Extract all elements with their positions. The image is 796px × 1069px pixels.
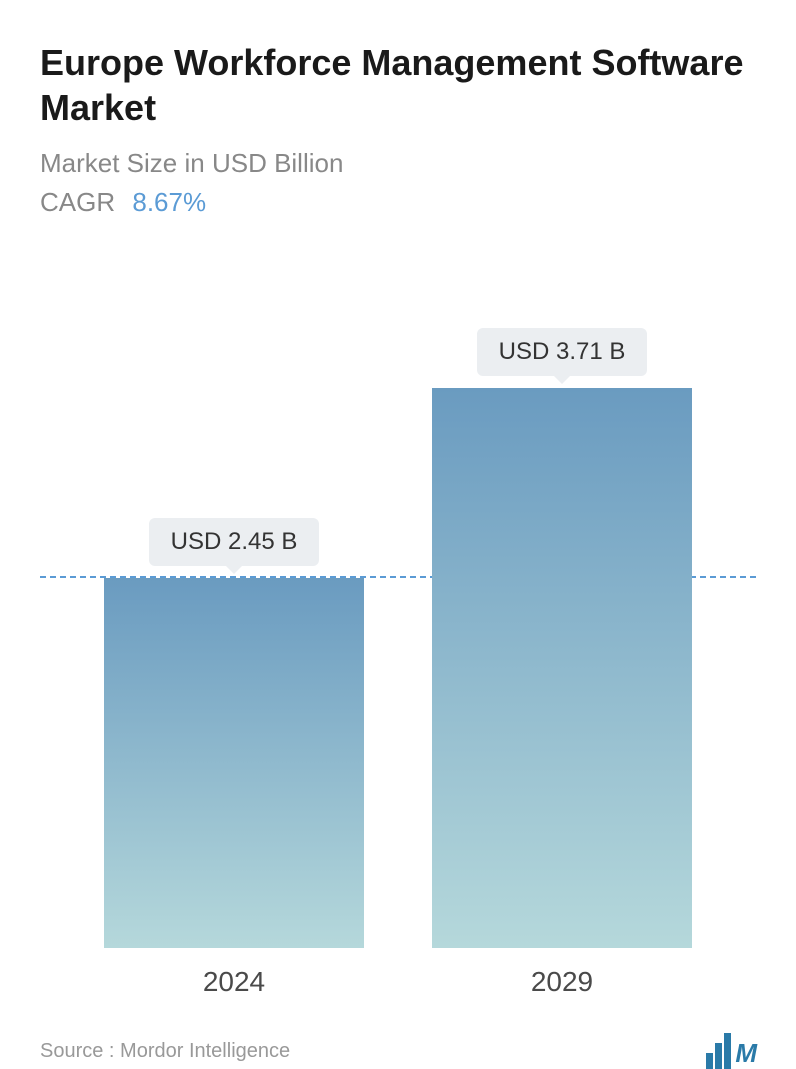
logo-text: M bbox=[735, 1038, 756, 1069]
x-label-0: 2024 bbox=[104, 966, 364, 998]
bar-wrapper-0: USD 2.45 B bbox=[104, 518, 364, 948]
chart-area: USD 2.45 B USD 3.71 B bbox=[40, 248, 756, 948]
bar-1 bbox=[432, 388, 692, 948]
cagr-line: CAGR 8.67% bbox=[40, 187, 756, 218]
bar-wrapper-1: USD 3.71 B bbox=[432, 328, 692, 948]
cagr-value: 8.67% bbox=[132, 187, 206, 217]
bar-0 bbox=[104, 578, 364, 948]
x-axis: 2024 2029 bbox=[40, 948, 756, 998]
logo-bars-icon bbox=[706, 1033, 731, 1069]
mordor-logo: M bbox=[706, 1033, 756, 1069]
bar-label-1: USD 3.71 B bbox=[477, 328, 648, 376]
chart-container: Europe Workforce Management Software Mar… bbox=[0, 0, 796, 1034]
x-label-1: 2029 bbox=[432, 966, 692, 998]
chart-title: Europe Workforce Management Software Mar… bbox=[40, 40, 756, 130]
cagr-label: CAGR bbox=[40, 187, 115, 217]
chart-subtitle: Market Size in USD Billion bbox=[40, 148, 756, 179]
bar-label-0: USD 2.45 B bbox=[149, 518, 320, 566]
source-text: Source : Mordor Intelligence bbox=[40, 1040, 290, 1063]
